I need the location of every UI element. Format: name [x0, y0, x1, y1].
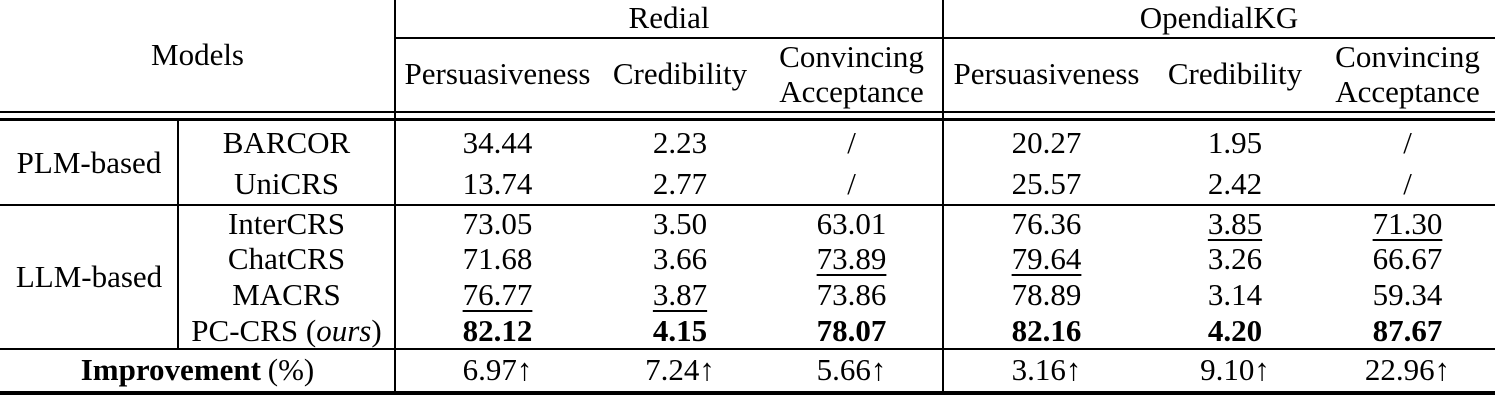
- model-name-unicrs: UniCRS: [233, 166, 340, 202]
- improvement-label: Improvement (%): [0, 350, 395, 391]
- cell-macrs-okg-credibility: 3.14: [1207, 276, 1263, 312]
- header-section-opendialkg: OpendialKG: [1139, 0, 1299, 36]
- cell-unicrs-redial-persuasiveness: 13.74: [462, 166, 533, 202]
- cell-pccrs-redial-persuasiveness: 82.12: [462, 312, 533, 348]
- cell-improvement-okg-credibility: 9.10↑: [1200, 352, 1270, 388]
- cell-barcor-redial-convincing: /: [847, 124, 856, 160]
- header-redial-credibility: Credibility: [612, 56, 748, 92]
- cell-macrs-okg-convincing: 59.34: [1372, 276, 1443, 312]
- cell-macrs-redial-persuasiveness: 76.77: [462, 276, 533, 312]
- rule-header-bottom-thin: [0, 111, 1495, 113]
- cell-chatcrs-okg-credibility: 3.26: [1207, 241, 1263, 277]
- cell-pccrs-okg-credibility: 4.20: [1207, 312, 1263, 348]
- cell-macrs-okg-persuasiveness: 78.89: [1011, 276, 1082, 312]
- rule-plm-llm-divider: [0, 204, 1495, 206]
- cell-improvement-okg-persuasiveness: 3.16↑: [1011, 352, 1082, 388]
- cell-barcor-okg-credibility: 1.95: [1207, 124, 1263, 160]
- rule-header-bottom-thick: [0, 118, 1495, 121]
- model-name-macrs: MACRS: [232, 276, 341, 312]
- cell-pccrs-okg-persuasiveness: 82.16: [1011, 312, 1082, 348]
- model-name-intercrs: InterCRS: [227, 205, 346, 241]
- header-redial-persuasiveness: Persuasiveness: [404, 56, 591, 92]
- group-label-llm-based: LLM-based: [15, 259, 163, 295]
- cell-unicrs-redial-credibility: 2.77: [652, 166, 708, 202]
- cell-chatcrs-redial-persuasiveness: 71.68: [462, 241, 533, 277]
- model-name-chatcrs: ChatCRS: [227, 241, 346, 277]
- header-redial-convincing-acceptance: Convincing Acceptance: [779, 38, 924, 109]
- cell-macrs-redial-credibility: 3.87: [652, 276, 708, 312]
- improvement-label-percent: (%): [267, 352, 315, 388]
- rule-under-dataset-headers: [395, 37, 1495, 39]
- cell-barcor-redial-credibility: 2.23: [652, 124, 708, 160]
- header-section-redial: Redial: [628, 0, 710, 36]
- cell-unicrs-okg-credibility: 2.42: [1207, 166, 1263, 202]
- cell-intercrs-redial-persuasiveness: 73.05: [462, 205, 533, 241]
- pc-crs-suffix: ): [371, 312, 382, 348]
- rule-vertical-group-model: [177, 120, 179, 348]
- cell-pccrs-okg-convincing: 87.67: [1372, 312, 1443, 348]
- cell-intercrs-okg-convincing: 71.30: [1372, 205, 1443, 241]
- group-label-plm-based: PLM-based: [16, 145, 162, 181]
- cell-chatcrs-okg-persuasiveness: 79.64: [1011, 241, 1082, 277]
- cell-chatcrs-redial-convincing: 73.89: [816, 241, 887, 277]
- cell-improvement-redial-persuasiveness: 6.97↑: [462, 352, 533, 388]
- cell-intercrs-redial-credibility: 3.50: [652, 205, 708, 241]
- cell-unicrs-okg-convincing: /: [1403, 166, 1412, 202]
- cell-barcor-redial-persuasiveness: 34.44: [462, 124, 533, 160]
- cell-pccrs-redial-convincing: 78.07: [816, 312, 887, 348]
- rule-above-improvement: [0, 348, 1495, 350]
- cell-intercrs-okg-credibility: 3.85: [1207, 205, 1263, 241]
- model-name-pc-crs-ours: PC-CRS (ours): [178, 313, 395, 349]
- cell-unicrs-okg-persuasiveness: 25.57: [1011, 166, 1082, 202]
- model-name-barcor: BARCOR: [222, 124, 351, 160]
- pc-crs-ours-italic: ours: [316, 312, 372, 348]
- cell-pccrs-redial-credibility: 4.15: [652, 312, 708, 348]
- improvement-label-bold: Improvement: [80, 352, 261, 388]
- cell-barcor-okg-convincing: /: [1403, 124, 1412, 160]
- cell-intercrs-okg-persuasiveness: 76.36: [1011, 205, 1082, 241]
- cell-barcor-okg-persuasiveness: 20.27: [1011, 124, 1082, 160]
- rule-table-bottom: [0, 391, 1495, 395]
- header-opendialkg-persuasiveness: Persuasiveness: [953, 56, 1140, 92]
- pc-crs-prefix: PC-CRS (: [191, 312, 317, 348]
- header-models: Models: [151, 37, 244, 73]
- cell-intercrs-redial-convincing: 63.01: [816, 205, 887, 241]
- cell-improvement-redial-convincing: 5.66↑: [816, 352, 887, 388]
- cell-chatcrs-redial-credibility: 3.66: [652, 241, 708, 277]
- rule-vertical-models-data: [394, 0, 396, 391]
- header-opendialkg-convincing-acceptance: Convincing Acceptance: [1335, 38, 1480, 109]
- header-opendialkg-credibility: Credibility: [1167, 56, 1303, 92]
- rule-vertical-redial-opendialkg: [942, 0, 944, 391]
- cell-improvement-redial-credibility: 7.24↑: [645, 352, 715, 388]
- cell-improvement-okg-convincing: 22.96↑: [1364, 352, 1451, 388]
- cell-chatcrs-okg-convincing: 66.67: [1372, 241, 1443, 277]
- cell-unicrs-redial-convincing: /: [847, 166, 856, 202]
- cell-macrs-redial-convincing: 73.86: [816, 276, 887, 312]
